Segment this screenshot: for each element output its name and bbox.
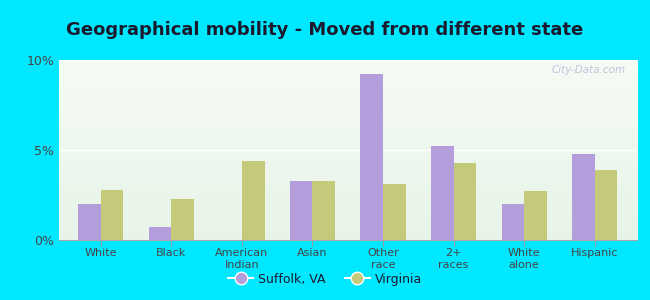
Bar [524,191,547,240]
Bar [595,170,618,240]
Bar [290,181,313,240]
Legend: Suffolk, VA, Virginia: Suffolk, VA, Virginia [223,268,427,291]
Bar [454,163,476,240]
Bar [78,204,101,240]
Text: City-Data.com: City-Data.com [551,65,625,75]
Text: Geographical mobility - Moved from different state: Geographical mobility - Moved from diffe… [66,21,584,39]
Bar [431,146,454,240]
Bar [101,190,124,240]
Bar [361,74,383,240]
Bar [242,161,265,240]
Bar [502,204,524,240]
Bar [172,199,194,240]
Bar [572,154,595,240]
Bar [313,181,335,240]
Bar [149,227,172,240]
Bar [383,184,406,240]
